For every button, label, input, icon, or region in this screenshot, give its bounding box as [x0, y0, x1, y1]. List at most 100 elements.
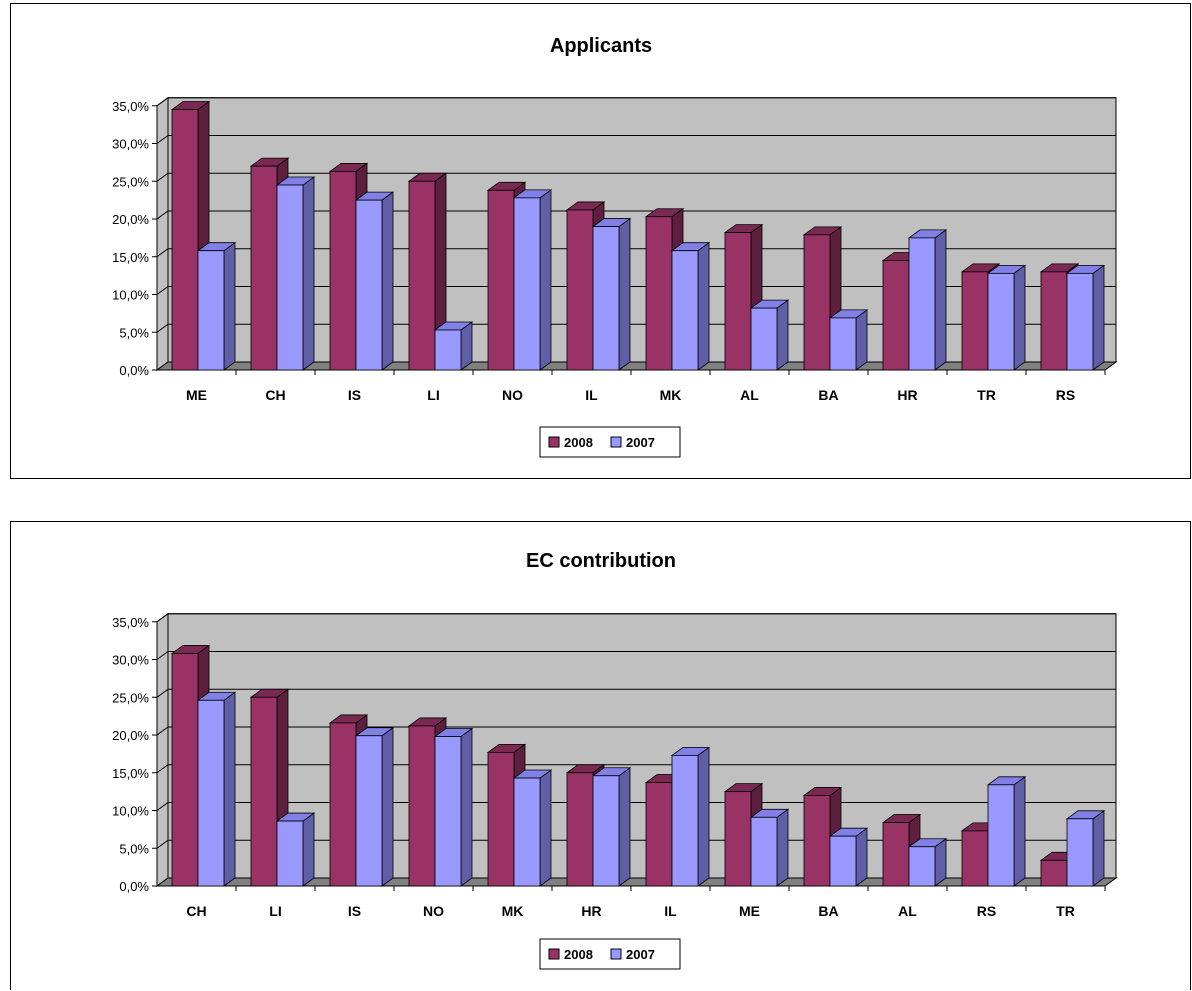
- plot-area: [152, 96, 1118, 375]
- bar-front: [750, 307, 778, 371]
- bar-front: [1066, 818, 1094, 887]
- bar-side: [855, 309, 868, 371]
- y-tick-label: 15,0%: [112, 766, 149, 781]
- bar-front: [1066, 272, 1094, 371]
- bar-front: [197, 699, 225, 887]
- bar-side: [1092, 810, 1105, 887]
- bar-2007-TR: [986, 264, 1027, 371]
- bar-side: [539, 189, 552, 371]
- plot-area: [152, 612, 1118, 891]
- bar-2007-IL: [670, 746, 711, 887]
- y-tick-label: 35,0%: [112, 99, 149, 114]
- x-category-label: RS: [977, 903, 996, 919]
- side-wall: [156, 612, 169, 887]
- x-category-label: ME: [186, 387, 207, 403]
- legend-swatch-2007: [610, 436, 622, 448]
- gridline: [156, 839, 1116, 849]
- bar-front: [908, 237, 936, 371]
- bar-front: [487, 189, 515, 371]
- bar-front: [592, 226, 620, 371]
- bar-2007-HR: [591, 766, 632, 887]
- bar-front: [987, 272, 1015, 371]
- bar-2007-ME: [196, 241, 237, 371]
- x-category-label: AL: [898, 903, 917, 919]
- bar-2007-ME: [749, 808, 790, 887]
- y-tick-label: 0,0%: [119, 879, 149, 894]
- gridline: [156, 210, 1116, 220]
- bar-front: [829, 835, 857, 887]
- x-category-label: MK: [660, 387, 682, 403]
- bar-side: [223, 241, 236, 371]
- y-tick-label: 5,0%: [119, 325, 149, 340]
- bar-2007-MK: [512, 769, 553, 887]
- bar-front: [434, 736, 462, 887]
- bar-front: [592, 775, 620, 887]
- x-category-label: LI: [427, 387, 439, 403]
- bar-front: [329, 722, 357, 887]
- bar-front: [276, 184, 304, 371]
- legend-label-2007: 2007: [626, 947, 655, 962]
- bar-side: [697, 746, 710, 887]
- bar-front: [645, 216, 673, 371]
- bar-side: [1013, 264, 1026, 371]
- gridline: [156, 764, 1116, 774]
- y-tick-label: 0,0%: [119, 363, 149, 378]
- x-category-label: IS: [348, 387, 361, 403]
- bar-front: [987, 784, 1015, 887]
- bar-2007-RS: [986, 776, 1027, 887]
- x-category-label: HR: [581, 903, 601, 919]
- bar-2007-BA: [828, 309, 869, 371]
- bar-front: [566, 772, 594, 887]
- legend: 2008 2007: [539, 938, 681, 970]
- y-tick-label: 10,0%: [112, 804, 149, 819]
- bar-front: [961, 271, 989, 371]
- bar-side: [223, 691, 236, 887]
- bar-2007-CH: [196, 691, 237, 887]
- bar-front: [276, 820, 304, 887]
- bar-side: [855, 827, 868, 887]
- y-tick-label: 30,0%: [112, 653, 149, 668]
- bar-2007-BA: [828, 827, 869, 887]
- bar-front: [750, 816, 778, 887]
- bar-front: [645, 782, 673, 887]
- bar-2007-MK: [670, 241, 711, 371]
- x-category-label: AL: [740, 387, 759, 403]
- bar-front: [408, 725, 436, 887]
- y-tick-label: 25,0%: [112, 174, 149, 189]
- legend-label-2007: 2007: [626, 435, 655, 450]
- y-tick-label: 20,0%: [112, 728, 149, 743]
- y-tick-label: 35,0%: [112, 615, 149, 630]
- gridline: [156, 651, 1116, 660]
- gridline: [156, 323, 1116, 333]
- y-tick-label: 10,0%: [112, 288, 149, 303]
- bar-side: [776, 808, 789, 887]
- chart-panel-applicants: Applicants 0,0% 5,0% 10,0% 15,0% 20,0% 25,0% 30…: [10, 3, 1191, 479]
- bar-2007-NO: [433, 727, 474, 887]
- bar-front: [487, 751, 515, 887]
- legend-box: [539, 426, 681, 458]
- x-category-label: RS: [1056, 387, 1075, 403]
- y-tick-label: 25,0%: [112, 690, 149, 705]
- bar-front: [829, 317, 857, 371]
- bar-2007-LI: [275, 812, 316, 887]
- bar-front: [961, 830, 989, 887]
- bar-2007-IS: [354, 191, 395, 371]
- y-tick-label: 30,0%: [112, 137, 149, 152]
- legend-swatch-2007: [610, 948, 622, 960]
- bar-2007-CH: [275, 176, 316, 371]
- x-category-label: TR: [1056, 903, 1075, 919]
- legend-box: [539, 938, 681, 970]
- gridline: [156, 688, 1116, 698]
- bar-side: [618, 766, 631, 887]
- x-category-label: CH: [186, 903, 206, 919]
- y-tick-label: 20,0%: [112, 212, 149, 227]
- bar-front: [566, 209, 594, 371]
- bar-2008-LI: [407, 172, 448, 371]
- bar-front: [434, 329, 462, 371]
- bar-front: [1040, 859, 1068, 887]
- bar-front: [671, 250, 699, 371]
- legend-swatch-2008: [548, 948, 560, 960]
- bar-front: [171, 109, 199, 371]
- legend-swatch-2008: [548, 436, 560, 448]
- x-category-label: BA: [818, 387, 838, 403]
